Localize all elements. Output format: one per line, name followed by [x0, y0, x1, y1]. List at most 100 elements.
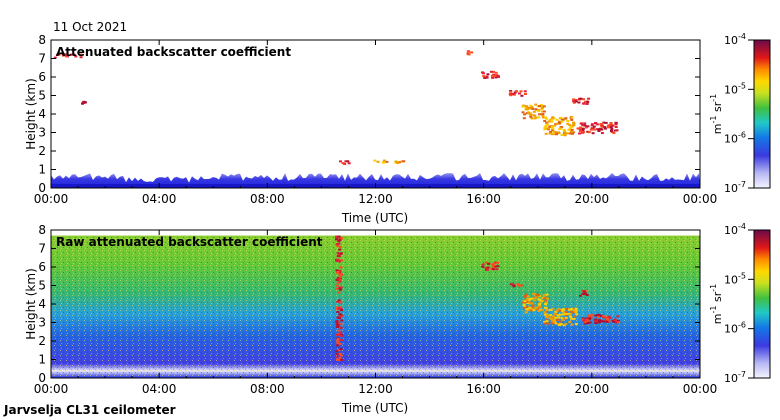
backscatter-cell	[553, 125, 557, 127]
backscatter-cell	[487, 262, 491, 265]
backscatter-cell	[606, 124, 610, 127]
backscatter-cell	[594, 314, 598, 317]
x-tick-label: 00:00	[34, 382, 69, 396]
backscatter-cell	[335, 350, 339, 353]
backscatter-cell	[564, 311, 568, 313]
backscatter-cell	[598, 315, 602, 317]
x-axis: 00:00 04:00 08:00 12:00 16:00 20:00 00:00	[34, 40, 717, 206]
backscatter-cell	[336, 244, 340, 247]
backscatter-cell	[538, 301, 542, 304]
backscatter-cell	[567, 128, 571, 131]
backscatter-cell	[572, 123, 576, 126]
backscatter-cell	[609, 122, 613, 124]
backscatter-cell	[568, 308, 571, 311]
backscatter-cell	[553, 132, 557, 135]
x-tick-label: 12:00	[358, 192, 393, 206]
backscatter-cell	[587, 319, 591, 322]
backscatter-cell	[521, 104, 525, 107]
backscatter-cell	[597, 313, 601, 316]
backscatter-cell	[543, 320, 547, 323]
backscatter-cell	[549, 308, 552, 311]
backscatter-cell	[534, 103, 538, 106]
backscatter-cell	[339, 275, 342, 278]
backscatter-cell	[616, 315, 620, 318]
backscatter-cell	[492, 73, 496, 76]
backscatter-cell	[565, 312, 568, 315]
x-tick-label: 04:00	[142, 382, 177, 396]
backscatter-cell	[490, 74, 494, 77]
backscatter-cell	[545, 310, 549, 313]
backscatter-cell	[341, 162, 345, 165]
panel-attenuated-backscatter: 00:00 04:00 08:00 12:00 16:00 20:00 00:00 0 1 2 3…	[24, 32, 771, 225]
backscatter-cell	[530, 307, 534, 310]
backscatter-cell	[587, 97, 591, 100]
backscatter-cell	[607, 320, 611, 323]
backscatter-cell	[525, 108, 529, 111]
backscatter-cell	[543, 110, 546, 113]
backscatter-cell	[560, 120, 564, 123]
backscatter-cell	[559, 116, 563, 119]
backscatter-cell	[555, 122, 559, 125]
backscatter-cell	[398, 161, 402, 164]
backscatter-cell	[540, 107, 544, 110]
backscatter-cell	[568, 127, 572, 130]
y-axis-label: Height (km)	[24, 268, 38, 339]
backscatter-cell	[584, 126, 588, 129]
feature-layer	[53, 50, 619, 165]
backscatter-cell	[607, 315, 611, 318]
backscatter-feature	[576, 121, 619, 135]
backscatter-cell	[537, 116, 541, 119]
y-tick-label: 2	[38, 334, 46, 348]
backscatter-cell	[347, 162, 351, 165]
backscatter-cell	[339, 331, 343, 334]
backscatter-cell	[496, 76, 500, 78]
backscatter-cell	[336, 342, 340, 345]
backscatter-cell	[538, 113, 542, 116]
y-axis: 0 1 2 3 4 5 6 7 8	[38, 223, 700, 385]
backscatter-cell	[335, 323, 339, 326]
backscatter-cell	[522, 117, 526, 120]
backscatter-cell	[337, 235, 341, 238]
backscatter-cell	[561, 318, 565, 321]
backscatter-cell	[562, 324, 566, 327]
backscatter-cell	[560, 316, 564, 319]
colorbar-ramp	[753, 39, 771, 189]
backscatter-feature	[572, 97, 591, 105]
x-tick-label: 00:00	[34, 192, 69, 206]
backscatter-cell	[603, 126, 607, 129]
backscatter-cell	[570, 317, 573, 320]
colorbar-tick-label: 10-5	[724, 81, 746, 96]
backscatter-cell	[566, 122, 570, 125]
backscatter-cell	[612, 132, 616, 134]
backscatter-cell	[335, 236, 339, 239]
backscatter-cell	[605, 321, 609, 323]
backscatter-cell	[525, 107, 529, 110]
backscatter-cell	[573, 315, 577, 318]
backscatter-cell	[588, 317, 592, 320]
backscatter-cell	[534, 306, 538, 309]
backscatter-cell	[600, 132, 604, 134]
backscatter-cell	[545, 127, 549, 130]
x-axis: 00:00 04:00 08:00 12:00 16:00 20:00 00:00	[34, 230, 717, 396]
backscatter-cell	[339, 306, 343, 308]
backscatter-cell	[535, 293, 539, 296]
backscatter-cell	[338, 239, 342, 242]
colorbar-tick-label: 10-7	[724, 180, 746, 195]
backscatter-cell	[338, 237, 342, 240]
backscatter-cell	[542, 294, 546, 297]
x-tick-label: 20:00	[575, 382, 610, 396]
backscatter-cell	[526, 302, 530, 304]
y-axis-label: Height (km)	[24, 78, 38, 149]
backscatter-cell	[525, 298, 529, 301]
backscatter-cell	[617, 321, 621, 324]
backscatter-cell	[338, 255, 342, 258]
y-tick-label: 2	[38, 144, 46, 158]
backscatter-cell	[588, 314, 591, 317]
backscatter-cell	[545, 293, 549, 296]
backscatter-cell	[598, 319, 601, 322]
backscatter-cell	[574, 307, 578, 310]
backscatter-cell	[530, 106, 534, 109]
backscatter-cell	[337, 333, 341, 336]
backscatter-cell	[335, 355, 339, 358]
backscatter-cell	[564, 316, 568, 319]
